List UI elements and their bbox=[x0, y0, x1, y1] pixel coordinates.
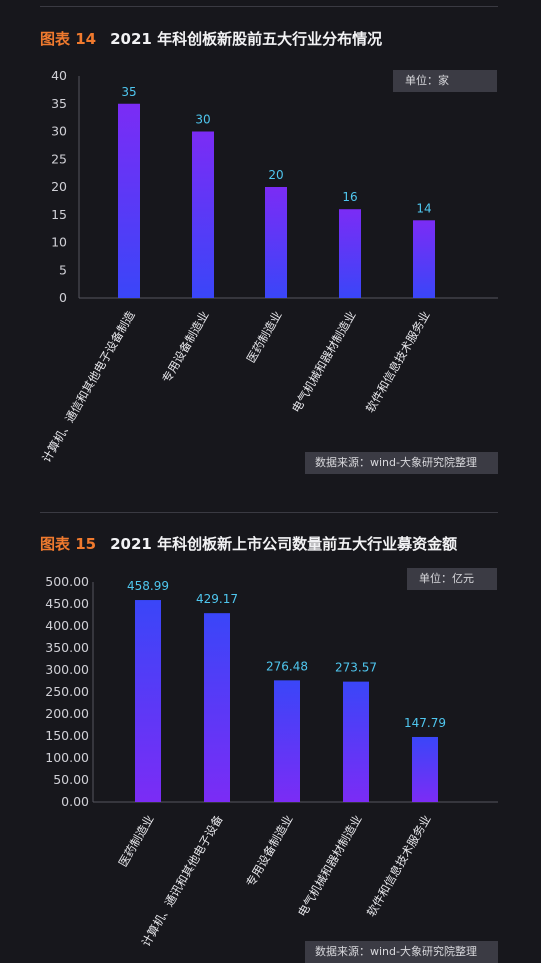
chart-15-y-tick-label: 500.00 bbox=[45, 574, 89, 589]
chart-15-data-label: 429.17 bbox=[196, 592, 238, 606]
chart-15-figure-number: 图表 15 bbox=[40, 535, 97, 553]
chart-14-title: 图表 14 2021 年科创板新股前五大行业分布情况 bbox=[40, 28, 382, 49]
chart-14-y-tick-label: 10 bbox=[51, 235, 67, 250]
chart-14-data-label: 16 bbox=[342, 190, 357, 204]
chart-14-y-tick-label: 25 bbox=[51, 151, 67, 166]
chart-15-y-tick-label: 350.00 bbox=[45, 640, 89, 655]
chart-15-title: 图表 15 2021 年科创板新上市公司数量前五大行业募资金额 bbox=[40, 533, 457, 554]
chart-15-unit-badge: 单位：亿元 bbox=[407, 568, 497, 590]
chart-15-category-label: 专用设备制造业 bbox=[243, 813, 295, 890]
chart-15-y-tick-label: 400.00 bbox=[45, 618, 89, 633]
chart-14-data-label: 30 bbox=[195, 113, 210, 127]
chart-14-figure-number: 图表 14 bbox=[40, 30, 97, 48]
chart-15-y-tick-label: 300.00 bbox=[45, 662, 89, 677]
chart-14-bar bbox=[192, 131, 214, 298]
chart-14-data-label: 35 bbox=[121, 85, 136, 99]
chart-14-y-tick-label: 5 bbox=[59, 262, 67, 277]
chart-15-category-label: 电气机械和器材制造业 bbox=[295, 813, 365, 920]
chart-15-y-tick-label: 100.00 bbox=[45, 750, 89, 765]
chart-15-data-label: 458.99 bbox=[127, 579, 169, 593]
chart-14-bar bbox=[118, 103, 140, 298]
chart-15-bar bbox=[204, 613, 230, 802]
chart-14-unit-badge: 单位：家 bbox=[393, 70, 497, 92]
chart-15-category-label: 软件和信息技术服务业 bbox=[364, 813, 434, 920]
chart-14-data-label: 20 bbox=[268, 168, 283, 182]
chart-15-y-tick-label: 0.00 bbox=[61, 794, 89, 809]
chart-14-y-tick-label: 40 bbox=[51, 68, 67, 83]
chart-15-source: 数据来源：wind-大象研究院整理 bbox=[305, 941, 498, 963]
chart-14-y-tick-label: 30 bbox=[51, 124, 67, 139]
chart-15-data-label: 147.79 bbox=[404, 716, 446, 730]
chart-14-plot: 051015202530354035计算机、通信和其他电子设备制造30专用设备制… bbox=[39, 68, 498, 465]
middle-divider bbox=[40, 512, 498, 513]
chart-15-bar bbox=[135, 600, 161, 802]
chart-14-data-label: 14 bbox=[416, 201, 431, 215]
chart-14-y-tick-label: 0 bbox=[59, 290, 67, 305]
chart-15-data-label: 276.48 bbox=[266, 659, 308, 673]
chart-14-source: 数据来源：wind-大象研究院整理 bbox=[305, 452, 498, 474]
chart-14-y-tick-label: 15 bbox=[51, 207, 67, 222]
chart-15-category-label: 计算机、通讯和其他电子设备 bbox=[139, 812, 226, 949]
chart-14-y-tick-label: 35 bbox=[51, 96, 67, 111]
top-divider bbox=[40, 6, 498, 7]
chart-14-bar bbox=[413, 220, 435, 298]
chart-14-bar bbox=[339, 209, 361, 298]
chart-15-y-tick-label: 250.00 bbox=[45, 684, 89, 699]
chart-15-bar bbox=[343, 681, 369, 802]
chart-15-title-text: 2021 年科创板新上市公司数量前五大行业募资金额 bbox=[110, 535, 458, 553]
chart-14-bar bbox=[265, 187, 287, 298]
chart-14-y-tick-label: 20 bbox=[51, 179, 67, 194]
chart-15-bar bbox=[274, 680, 300, 802]
chart-15-data-label: 273.57 bbox=[335, 661, 377, 675]
chart-14-title-text: 2021 年科创板新股前五大行业分布情况 bbox=[110, 30, 383, 48]
chart-15-y-tick-label: 450.00 bbox=[45, 596, 89, 611]
chart-15-category-label: 医药制造业 bbox=[116, 813, 157, 870]
chart-15-y-tick-label: 50.00 bbox=[53, 772, 89, 787]
chart-15-y-tick-label: 200.00 bbox=[45, 706, 89, 721]
chart-15-bar bbox=[412, 736, 438, 802]
chart-15-y-tick-label: 150.00 bbox=[45, 728, 89, 743]
